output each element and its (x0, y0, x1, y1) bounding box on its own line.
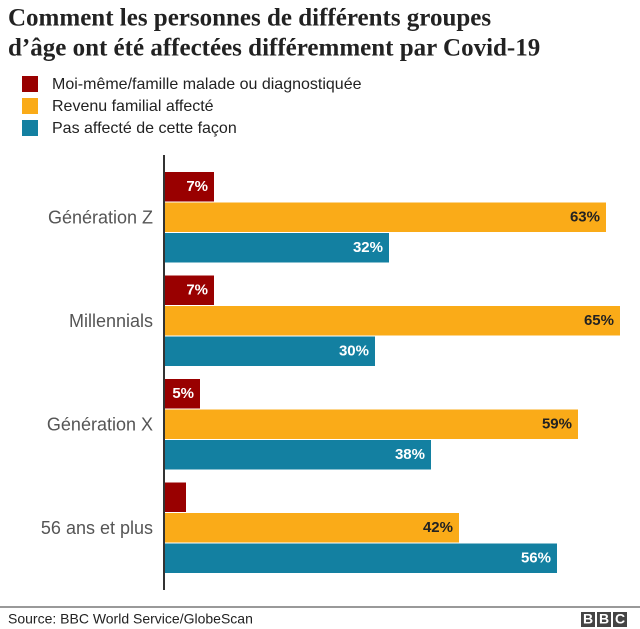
category-label: 56 ans et plus (41, 518, 153, 538)
bar (165, 543, 557, 573)
value-label: 42% (423, 519, 453, 536)
legend-label: Revenu familial affecté (52, 98, 214, 115)
logo-box (613, 612, 627, 627)
value-label: 5% (172, 385, 194, 402)
bar (165, 275, 214, 305)
value-label: 7% (186, 282, 208, 299)
logo-letter: C (615, 611, 625, 627)
legend-swatch (22, 98, 38, 114)
logo-box (597, 612, 611, 627)
legend-label: Moi-même/famille malade ou diagnostiquée (52, 76, 362, 93)
bar (165, 336, 375, 366)
value-label: 7% (186, 178, 208, 195)
bar (165, 379, 200, 409)
logo-letter: B (599, 611, 609, 627)
value-label: 63% (570, 209, 600, 226)
legend-swatch (22, 76, 38, 92)
logo-box (581, 612, 595, 627)
legend-label: Pas affecté de cette façon (52, 120, 237, 137)
bar (165, 306, 620, 336)
bar (165, 202, 606, 232)
category-label: Génération X (47, 415, 153, 435)
bar (165, 482, 186, 512)
value-label: 59% (542, 416, 572, 433)
bar (165, 233, 389, 263)
legend-swatch (22, 120, 38, 136)
category-label: Génération Z (48, 208, 153, 228)
value-label: 65% (584, 312, 614, 329)
chart-title: d’âge ont été affectées différemment par… (8, 35, 540, 62)
chart-title: Comment les personnes de différents grou… (8, 5, 491, 32)
bar (165, 513, 459, 543)
value-label: 38% (395, 446, 425, 463)
value-label: 30% (339, 343, 369, 360)
value-label: 32% (353, 239, 383, 256)
source: Source: BBC World Service/GlobeScan (8, 611, 253, 627)
value-label: 56% (521, 550, 551, 567)
bar (165, 440, 431, 470)
category-label: Millennials (69, 311, 153, 331)
bar (165, 172, 214, 202)
logo-letter: B (583, 611, 593, 627)
bar (165, 409, 578, 439)
